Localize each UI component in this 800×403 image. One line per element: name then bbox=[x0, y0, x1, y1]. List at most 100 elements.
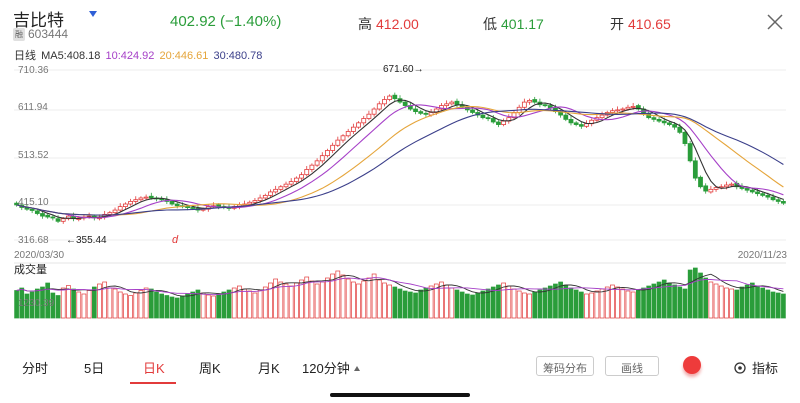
candle-body bbox=[449, 101, 455, 105]
period-tabbar: 分时 5日 日K 周K 月K 120分钟 筹码分布 画线 指标 bbox=[0, 348, 800, 388]
candle-body bbox=[138, 197, 144, 201]
candle-body bbox=[190, 207, 196, 209]
volume-bar bbox=[60, 287, 66, 319]
volume-bar bbox=[641, 287, 646, 319]
tab-5day[interactable]: 5日 bbox=[84, 361, 105, 376]
volume-bar bbox=[340, 274, 346, 319]
x-start-date: 2020/03/30 bbox=[14, 250, 64, 261]
candle-body bbox=[293, 177, 299, 182]
volume-bar bbox=[563, 284, 569, 319]
candle-body bbox=[599, 114, 605, 119]
volume-bar bbox=[242, 288, 247, 319]
indicator-label: 指标 bbox=[752, 361, 779, 376]
volume-bar bbox=[50, 292, 56, 319]
volume-bar bbox=[24, 293, 30, 319]
volume-bar bbox=[490, 286, 496, 319]
volume-bar bbox=[283, 283, 289, 319]
candle-body bbox=[34, 210, 40, 214]
high-stat: 高 412.00 bbox=[358, 14, 419, 34]
volume-bar bbox=[221, 291, 227, 319]
high-value: 412.00 bbox=[376, 16, 419, 32]
ma30-line bbox=[16, 108, 784, 216]
candle-body bbox=[698, 176, 703, 188]
tab-fenshi[interactable]: 分时 bbox=[22, 361, 49, 376]
candle-body bbox=[454, 100, 460, 106]
volume-bar bbox=[630, 291, 636, 319]
draw-line-button[interactable]: 画线 bbox=[605, 356, 659, 376]
candle-body bbox=[651, 117, 657, 120]
volume-bar bbox=[133, 292, 139, 319]
open-stat: 开 410.65 bbox=[610, 14, 671, 34]
candle-body bbox=[376, 103, 382, 110]
volume-bar bbox=[433, 283, 439, 319]
candle-body bbox=[174, 203, 180, 207]
volume-bar bbox=[610, 284, 615, 319]
candle-body bbox=[382, 99, 387, 105]
volume-bar bbox=[465, 293, 470, 319]
max-annotation: 671.60→ bbox=[383, 64, 424, 75]
volume-bar bbox=[480, 290, 486, 319]
candle-body bbox=[325, 150, 330, 157]
volume-bar bbox=[29, 291, 35, 319]
volume-bar bbox=[309, 280, 315, 319]
min-annotation: ←355.44 bbox=[66, 235, 107, 246]
tab-weekly-k[interactable]: 周K bbox=[199, 361, 221, 376]
candle-body bbox=[371, 108, 377, 115]
ma30-label: 30:480.78 bbox=[213, 50, 263, 62]
volume-bar bbox=[423, 287, 429, 319]
tab-monthly-k[interactable]: 月K bbox=[258, 361, 280, 376]
candle-body bbox=[760, 193, 766, 196]
stock-name[interactable]: 吉比特 bbox=[13, 11, 64, 30]
candle-body bbox=[148, 195, 154, 199]
period-label: 日线 bbox=[14, 50, 36, 62]
volume-bar bbox=[604, 286, 610, 319]
volume-bar bbox=[376, 279, 382, 319]
tab-daily-k[interactable]: 日K bbox=[143, 361, 165, 376]
chip-distribution-button[interactable]: 筹码分布 bbox=[536, 356, 594, 376]
red-dot-icon[interactable] bbox=[683, 356, 701, 374]
kline-chart[interactable]: 710.36 611.94 513.52 415.10 316.68 2020/… bbox=[0, 60, 800, 322]
ex-dividend-marker: d bbox=[172, 234, 179, 246]
volume-bar bbox=[547, 285, 553, 319]
y-tick-label: 415.10 bbox=[18, 197, 49, 208]
volume-bar bbox=[568, 287, 574, 319]
indicator-button[interactable]: 指标 bbox=[733, 358, 778, 377]
volume-bar bbox=[428, 285, 434, 319]
candle-body bbox=[661, 120, 667, 124]
x-end-date: 2020/11/23 bbox=[738, 250, 788, 261]
home-indicator bbox=[330, 393, 470, 397]
chevron-down-icon[interactable] bbox=[89, 11, 97, 17]
volume-bar bbox=[444, 284, 449, 319]
ma20-label: 20:446.61 bbox=[159, 50, 209, 62]
candle-body bbox=[268, 191, 273, 196]
tab-120min-label: 120分钟 bbox=[302, 361, 350, 376]
open-value: 410.65 bbox=[628, 16, 671, 32]
candle-body bbox=[470, 109, 475, 113]
volume-bar bbox=[112, 288, 118, 319]
candle-body bbox=[423, 112, 429, 115]
volume-bar bbox=[558, 281, 563, 319]
stock-code: 603444 bbox=[28, 27, 69, 41]
candle-body bbox=[40, 213, 45, 217]
candle-body bbox=[708, 188, 714, 193]
volume-bar bbox=[459, 291, 465, 319]
candle-body bbox=[532, 99, 538, 103]
candle-body bbox=[356, 122, 361, 128]
volume-bar bbox=[599, 288, 605, 319]
candle-body bbox=[615, 109, 621, 112]
volume-bar bbox=[351, 281, 356, 319]
volume-bar bbox=[749, 282, 755, 319]
candle-body bbox=[288, 181, 294, 185]
ma10-line bbox=[16, 104, 784, 219]
candle-body bbox=[703, 185, 709, 192]
candle-body bbox=[273, 188, 279, 193]
volume-bar bbox=[382, 282, 387, 319]
candle-body bbox=[123, 203, 128, 208]
volume-bar bbox=[325, 277, 330, 319]
close-icon[interactable] bbox=[766, 13, 784, 31]
volume-bar bbox=[159, 293, 165, 319]
tab-120min[interactable]: 120分钟 bbox=[302, 358, 360, 377]
volume-bar bbox=[656, 281, 662, 319]
candle-body bbox=[770, 196, 776, 201]
volume-bar bbox=[268, 282, 273, 319]
